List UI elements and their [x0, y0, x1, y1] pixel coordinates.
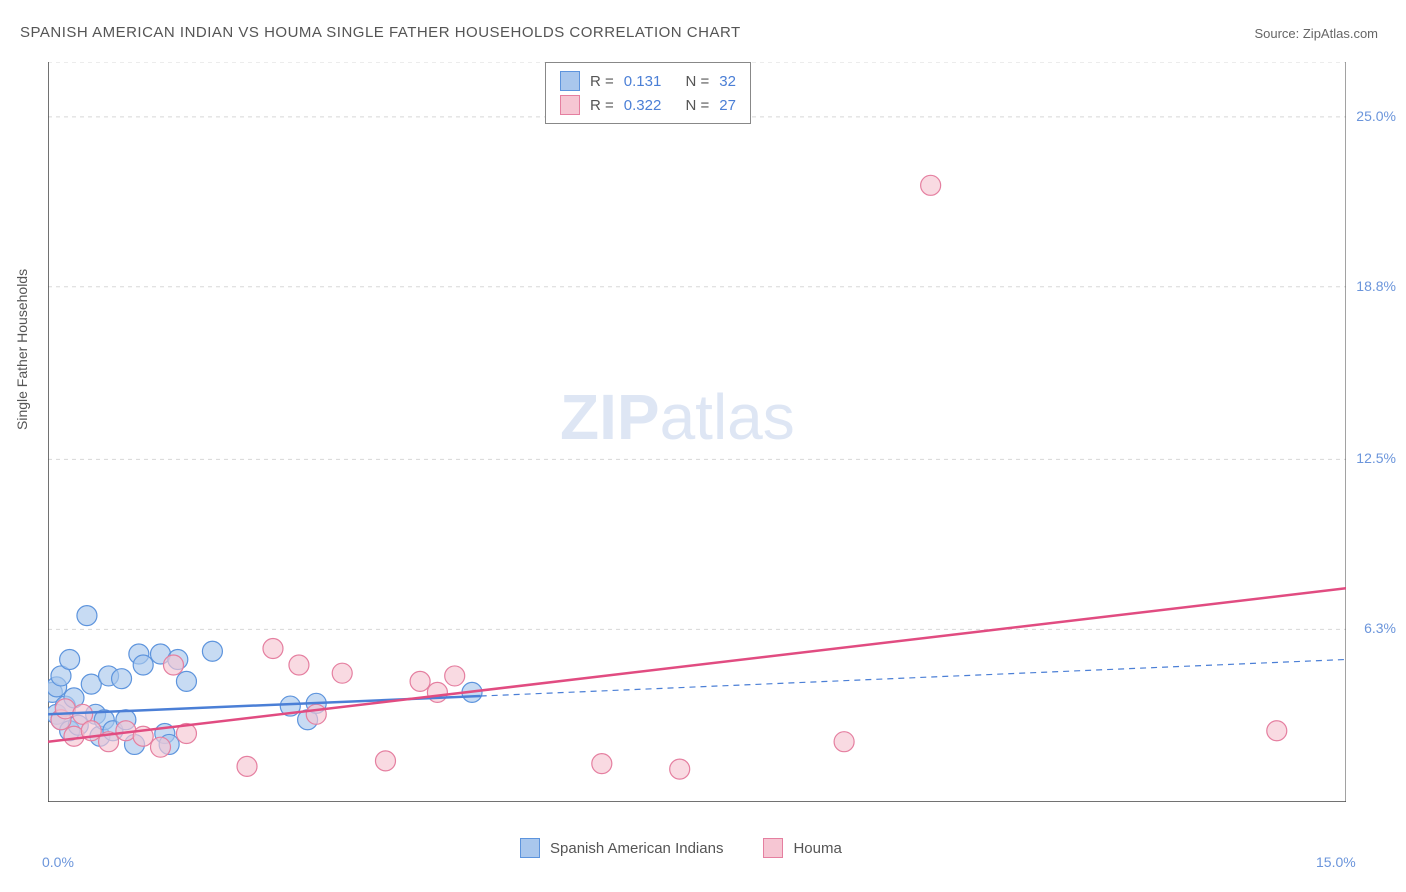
stats-legend-box: R = 0.131 N = 32 R = 0.322 N = 27 — [545, 62, 751, 124]
x-end-label: 15.0% — [1316, 854, 1356, 870]
plot-area — [48, 62, 1346, 802]
stats-row-series-0: R = 0.131 N = 32 — [560, 69, 736, 93]
stat-r-value-0: 0.131 — [624, 73, 662, 90]
stat-r-label: R = — [590, 73, 614, 90]
swatch-series-1 — [560, 95, 580, 115]
scatter-chart — [48, 62, 1346, 802]
chart-source: Source: ZipAtlas.com — [1254, 26, 1378, 41]
stat-n-label: N = — [685, 97, 709, 114]
y-tick-label: 12.5% — [1356, 450, 1396, 466]
legend-item-1: Houma — [763, 838, 841, 858]
y-axis-label: Single Father Households — [14, 269, 30, 430]
stats-row-series-1: R = 0.322 N = 27 — [560, 93, 736, 117]
x-origin-label: 0.0% — [42, 854, 74, 870]
stat-n-label: N = — [685, 73, 709, 90]
stat-n-value-0: 32 — [719, 73, 736, 90]
stat-n-value-1: 27 — [719, 97, 736, 114]
y-tick-label: 25.0% — [1356, 108, 1396, 124]
y-tick-label: 18.8% — [1356, 278, 1396, 294]
legend-label-0: Spanish American Indians — [550, 840, 723, 857]
legend-swatch-0 — [520, 838, 540, 858]
legend-swatch-1 — [763, 838, 783, 858]
stat-r-label: R = — [590, 97, 614, 114]
stat-r-value-1: 0.322 — [624, 97, 662, 114]
legend-item-0: Spanish American Indians — [520, 838, 723, 858]
chart-title: SPANISH AMERICAN INDIAN VS HOUMA SINGLE … — [20, 24, 741, 41]
y-tick-label: 6.3% — [1364, 620, 1396, 636]
legend-label-1: Houma — [793, 840, 841, 857]
swatch-series-0 — [560, 71, 580, 91]
x-axis-legend: Spanish American Indians Houma — [520, 838, 842, 858]
